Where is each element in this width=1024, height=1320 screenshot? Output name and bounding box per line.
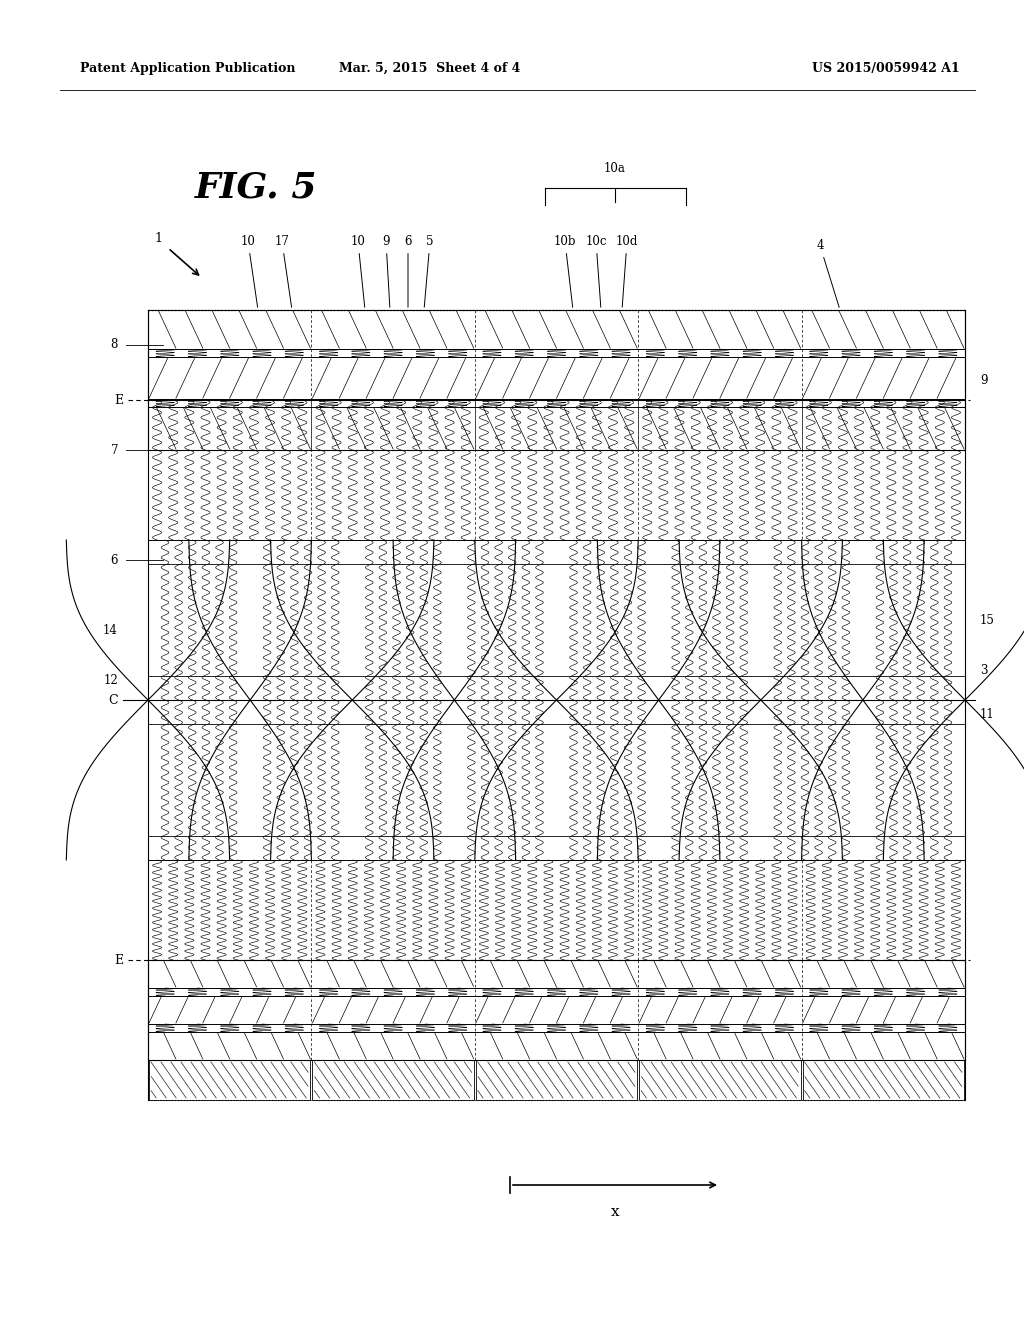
Text: 7: 7 [111, 444, 118, 457]
Text: 10: 10 [350, 235, 366, 308]
Bar [803, 1060, 964, 1100]
Text: E: E [114, 393, 123, 407]
Text: 9: 9 [382, 235, 390, 308]
Text: 3: 3 [980, 664, 987, 676]
Text: 12: 12 [103, 673, 118, 686]
Text: 5: 5 [424, 235, 434, 308]
Text: 4: 4 [816, 239, 840, 308]
Text: 10a: 10a [604, 162, 626, 176]
Text: x: x [610, 1205, 620, 1218]
Text: 10b: 10b [554, 235, 577, 308]
Text: 14: 14 [103, 623, 118, 636]
Text: 10d: 10d [615, 235, 638, 308]
Bar [150, 1060, 310, 1100]
Text: C: C [109, 693, 118, 706]
Text: 15: 15 [980, 614, 995, 627]
Text: 10: 10 [241, 235, 258, 308]
Text: 8: 8 [111, 338, 118, 351]
Text: E: E [114, 953, 123, 966]
Text: 11: 11 [980, 709, 994, 722]
Text: Patent Application Publication: Patent Application Publication [80, 62, 296, 75]
Text: 9: 9 [980, 374, 987, 387]
Text: Mar. 5, 2015  Sheet 4 of 4: Mar. 5, 2015 Sheet 4 of 4 [339, 62, 520, 75]
Bar [639, 1060, 801, 1100]
Text: 17: 17 [274, 235, 292, 308]
Text: 6: 6 [404, 235, 412, 308]
Text: 1: 1 [154, 232, 162, 246]
Text: 6: 6 [111, 553, 118, 566]
Bar [476, 1060, 637, 1100]
Text: 10c: 10c [586, 235, 607, 308]
Bar [312, 1060, 474, 1100]
Text: US 2015/0059942 A1: US 2015/0059942 A1 [812, 62, 961, 75]
Text: FIG. 5: FIG. 5 [195, 170, 317, 205]
